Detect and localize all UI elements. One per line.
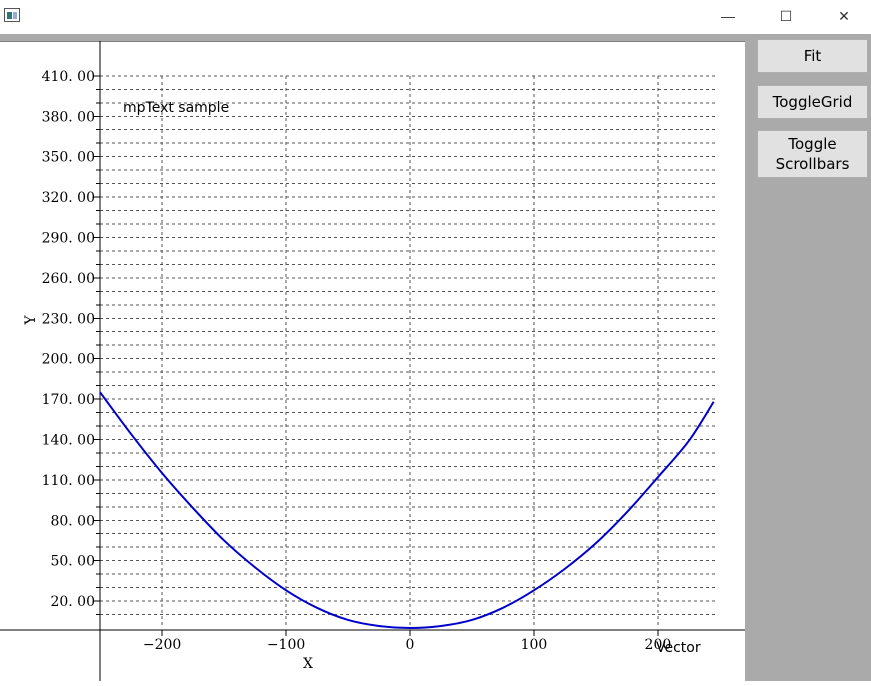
axes [0, 40, 745, 681]
mptext-annotation: mpText sample [123, 100, 229, 116]
y-tick-label: 380. 00 [42, 109, 95, 125]
window-frame-strip [0, 34, 871, 41]
x-tick-label: −100 [267, 637, 305, 653]
toggle-scrollbars-label-line1: Toggle [788, 135, 837, 153]
title-bar: — ☐ ✕ [0, 0, 871, 34]
toggle-scrollbars-label-line2: Scrollbars [775, 155, 850, 173]
close-button[interactable]: ✕ [838, 7, 850, 24]
x-tick-labels: −200 −100 0 100 200 [143, 637, 671, 653]
x-tick-label: 200 [645, 637, 672, 653]
fit-button[interactable]: Fit [757, 39, 868, 73]
y-tick-label: 290. 00 [42, 230, 95, 246]
grid-lines [100, 75, 715, 628]
toggle-grid-button[interactable]: ToggleGrid [757, 85, 868, 119]
maximize-button[interactable]: ☐ [779, 7, 793, 24]
y-tick-label: 410. 00 [42, 69, 95, 85]
y-tick-label: 140. 00 [42, 432, 95, 448]
y-tick-label: 170. 00 [42, 392, 95, 408]
series-legend-label: Vector [656, 640, 701, 656]
x-tick-label: 100 [521, 637, 548, 653]
button-sidebar: Fit ToggleGrid Toggle Scrollbars [745, 34, 871, 681]
y-tick-label: 200. 00 [42, 352, 95, 368]
y-tick-label: 350. 00 [42, 150, 95, 166]
x-tick-label: 0 [406, 637, 415, 653]
y-axis-label: Y [23, 315, 39, 326]
y-tick-label: 230. 00 [42, 311, 95, 327]
y-tick-label: 80. 00 [50, 513, 95, 529]
chart-svg: 20. 00 50. 00 80. 00 110. 00 140. 00 170. 00 2… [0, 40, 745, 681]
x-axis-label: X [303, 656, 313, 672]
y-tick-label: 260. 00 [42, 271, 95, 287]
series-line-vector [99, 391, 715, 630]
toggle-scrollbars-button[interactable]: Toggle Scrollbars [757, 130, 868, 178]
y-tick-label: 50. 00 [50, 554, 95, 570]
app-icon [4, 8, 20, 22]
y-tick-label: 110. 00 [42, 473, 95, 489]
y-tick-label: 320. 00 [42, 190, 95, 206]
x-tick-label: −200 [143, 637, 181, 653]
minimize-button[interactable]: — [721, 8, 735, 24]
plot-area[interactable]: 20. 00 50. 00 80. 00 110. 00 140. 00 170. 00 2… [0, 40, 745, 681]
y-tick-label: 20. 00 [50, 594, 95, 610]
y-tick-labels: 20. 00 50. 00 80. 00 110. 00 140. 00 170. 00 2… [42, 69, 95, 610]
